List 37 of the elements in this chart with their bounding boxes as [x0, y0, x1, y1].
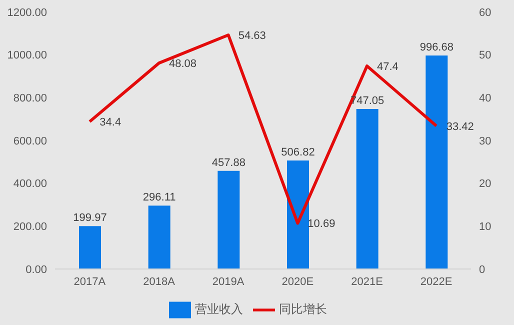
y-tick-label: 800.00 [13, 92, 47, 105]
data-label: 506.82 [281, 146, 315, 158]
y2-tick-label: 60 [479, 6, 492, 19]
bar [426, 56, 448, 269]
bar [356, 109, 378, 269]
bar [148, 206, 170, 269]
x-tick-label: 2020E [282, 276, 314, 288]
bar [79, 226, 101, 269]
y-tick-label: 200.00 [13, 221, 47, 234]
legend-label: 营业收入 [195, 302, 243, 316]
x-tick-label: 2021E [351, 276, 383, 288]
y-tick-label: 1200.00 [7, 6, 47, 19]
data-label: 54.63 [238, 30, 266, 42]
x-tick-label: 2022E [420, 276, 452, 288]
y2-tick-label: 20 [479, 178, 492, 190]
legend-label: 同比增长 [279, 302, 327, 316]
y-tick-label: 600.00 [13, 135, 47, 148]
data-label: 199.97 [73, 212, 107, 224]
data-label: 457.88 [212, 156, 246, 169]
y-tick-label: 0.00 [26, 264, 47, 276]
y2-tick-label: 50 [479, 50, 492, 62]
y-tick-label: 400.00 [13, 178, 47, 190]
data-label: 48.08 [169, 58, 197, 70]
y2-tick-label: 40 [479, 92, 492, 105]
data-label: 296.11 [142, 192, 176, 204]
y2-tick-label: 10 [479, 221, 492, 234]
y2-tick-label: 30 [479, 135, 492, 148]
bar [287, 160, 309, 269]
data-label: 996.68 [420, 42, 454, 54]
data-label: 47.4 [377, 60, 398, 73]
x-tick-label: 2017A [74, 276, 106, 288]
x-tick-label: 2019A [212, 276, 245, 288]
bar [218, 170, 240, 269]
data-label: 34.4 [100, 116, 122, 129]
x-tick-label: 2018A [143, 276, 176, 288]
y2-tick-label: 0 [479, 264, 486, 276]
y-tick-label: 1000.00 [7, 50, 47, 62]
